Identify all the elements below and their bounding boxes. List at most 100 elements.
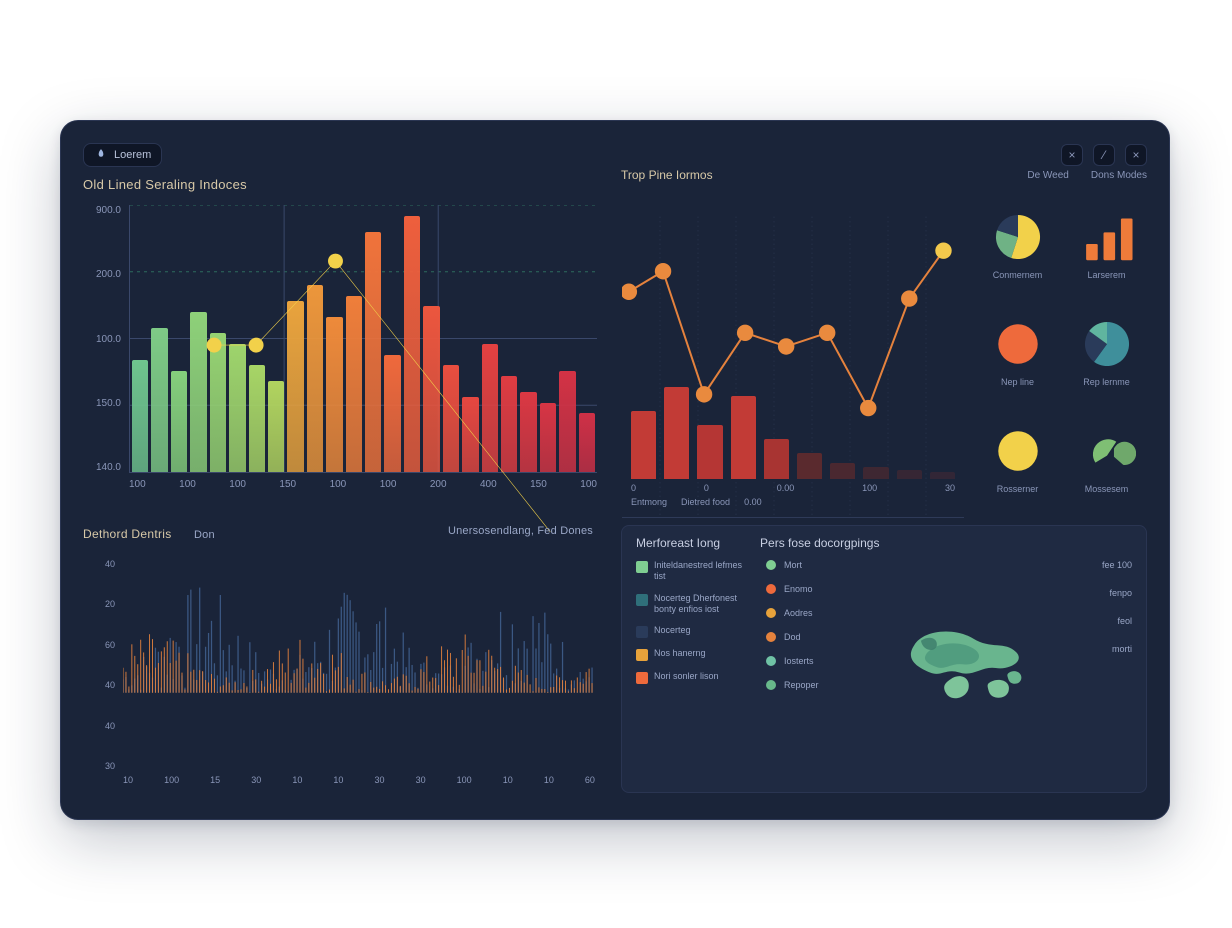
dot-item[interactable]: Repoper bbox=[766, 680, 886, 690]
widget-label: Nep line bbox=[1001, 377, 1034, 387]
brand-icon bbox=[94, 148, 108, 162]
bar bbox=[559, 371, 575, 472]
legend-label: Initeldanestred lefmes tist bbox=[654, 560, 756, 583]
bar bbox=[268, 381, 284, 472]
bar bbox=[482, 344, 498, 472]
dot-icon bbox=[766, 656, 776, 666]
spike-plot bbox=[123, 559, 595, 771]
bar bbox=[462, 397, 478, 472]
mini-bar bbox=[631, 411, 656, 479]
mini-bar bbox=[697, 425, 722, 479]
main-chart-y-axis: 900.0200.0100.0150.0140.0 bbox=[83, 205, 127, 473]
bar bbox=[501, 376, 517, 472]
mini-bar bbox=[863, 467, 888, 479]
bar bbox=[346, 296, 362, 472]
widget-label: Mossesem bbox=[1085, 484, 1129, 494]
dot-label: Repoper bbox=[784, 680, 819, 690]
widget-circle[interactable]: Rosserner bbox=[977, 408, 1058, 507]
bar bbox=[307, 285, 323, 472]
world-map bbox=[896, 560, 1032, 776]
legend-item[interactable]: Nos hanerng bbox=[636, 648, 756, 661]
dot-item[interactable]: Mort bbox=[766, 560, 886, 570]
main-chart-title: Old Lined Seraling Indoces bbox=[83, 177, 603, 192]
legend-item[interactable]: Nori sonler lison bbox=[636, 671, 756, 684]
widget-pie[interactable]: Conmernem bbox=[977, 195, 1058, 294]
widget-label: Rep lernme bbox=[1083, 377, 1130, 387]
bar bbox=[210, 333, 226, 472]
bar bbox=[249, 365, 265, 472]
topbar: Loerem × ⁄ × bbox=[83, 139, 1147, 171]
window-minimize-button[interactable]: × bbox=[1061, 144, 1083, 166]
map-title-left: Merforeast Iong bbox=[636, 536, 720, 550]
dot-label: Iosterts bbox=[784, 656, 814, 666]
legend-swatch bbox=[636, 649, 648, 661]
dot-item[interactable]: Dod bbox=[766, 632, 886, 642]
tag-1[interactable]: De Weed bbox=[1027, 170, 1069, 181]
dot-item[interactable]: Aodres bbox=[766, 608, 886, 618]
brand-label: Loerem bbox=[114, 149, 151, 161]
bar bbox=[326, 317, 342, 472]
dot-item[interactable]: Enomo bbox=[766, 584, 886, 594]
top-right-title: Trop Pine Iormos bbox=[621, 168, 713, 182]
bar bbox=[365, 232, 381, 472]
main-chart-x-axis: 100100100150100100200400150100 bbox=[129, 479, 597, 507]
legend-item[interactable]: Initeldanestred lefmes tist bbox=[636, 560, 756, 583]
legend-label: Nori sonler lison bbox=[654, 671, 719, 682]
mini-bar bbox=[930, 472, 955, 479]
map-dot-legend: Mort Enomo Aodres Dod Iosterts Repoper bbox=[766, 560, 886, 776]
legend-label: Nocerteg Dherfonest bonty enfios iost bbox=[654, 593, 756, 616]
bar bbox=[287, 301, 303, 472]
bar bbox=[229, 344, 245, 472]
mini-bar bbox=[731, 396, 756, 479]
bar bbox=[190, 312, 206, 472]
window-maximize-button[interactable]: ⁄ bbox=[1093, 144, 1115, 166]
widget-label: Conmernem bbox=[993, 270, 1043, 280]
main-chart-panel: Old Lined Seraling Indoces 900.0200.0100… bbox=[83, 177, 603, 507]
mini-bar bbox=[830, 463, 855, 480]
mini-bar bbox=[664, 387, 689, 479]
legend-swatch bbox=[636, 672, 648, 684]
spike-title: Dethord Dentris bbox=[83, 527, 172, 541]
widget-shapes[interactable]: Mossesem bbox=[1066, 408, 1147, 507]
legend-swatch bbox=[636, 561, 648, 573]
dot-item[interactable]: Iosterts bbox=[766, 656, 886, 666]
widget-pie[interactable]: Rep lernme bbox=[1066, 302, 1147, 401]
dot-icon bbox=[766, 608, 776, 618]
widget-circle[interactable]: Nep line bbox=[977, 302, 1058, 401]
spike-y-axis: 402060404030 bbox=[83, 559, 119, 771]
dot-label: Dod bbox=[784, 632, 801, 642]
bar bbox=[540, 403, 556, 472]
widget-label: Larserem bbox=[1087, 270, 1125, 280]
mini-bar bbox=[897, 470, 922, 479]
dot-label: Enomo bbox=[784, 584, 813, 594]
widget-bars[interactable]: Larserem bbox=[1066, 195, 1147, 294]
map-values: fee 100fenpofeolmorti bbox=[1042, 560, 1132, 776]
top-right-panel: Trop Pine Iormos De Weed Dons Modes Conm… bbox=[621, 177, 1147, 507]
brand-badge[interactable]: Loerem bbox=[83, 143, 162, 167]
dot-icon bbox=[766, 680, 776, 690]
line-chart bbox=[621, 195, 965, 367]
tag-2[interactable]: Dons Modes bbox=[1091, 170, 1147, 181]
mini-bar-chart: EntmongDietred food0.00000.0010030 bbox=[621, 379, 965, 507]
bar bbox=[171, 371, 187, 472]
bar bbox=[151, 328, 167, 472]
window-close-button[interactable]: × bbox=[1125, 144, 1147, 166]
spike-title-right: Unersosendlang, Fed Dones bbox=[448, 525, 593, 543]
legend-item[interactable]: Nocerteg bbox=[636, 625, 756, 638]
spike-chart-panel: Dethord Dentris Don Unersosendlang, Fed … bbox=[83, 525, 603, 793]
legend-item[interactable]: Nocerteg Dherfonest bonty enfios iost bbox=[636, 593, 756, 616]
map-title-right: Pers fose docorgpings bbox=[760, 536, 879, 550]
legend-label: Nos hanerng bbox=[654, 648, 706, 659]
widget-grid: Conmernem Larserem Nep line Rep lernme Rosse… bbox=[977, 195, 1147, 507]
spike-x-axis: 10100153010103030100101060 bbox=[123, 775, 595, 793]
bar bbox=[423, 306, 439, 472]
dot-icon bbox=[766, 584, 776, 594]
mini-bar bbox=[797, 453, 822, 479]
top-right-tags: De Weed Dons Modes bbox=[1027, 170, 1147, 181]
legend-swatch bbox=[636, 626, 648, 638]
legend-swatch bbox=[636, 594, 648, 606]
map-panel: Merforeast Iong Pers fose docorgpings In… bbox=[621, 525, 1147, 793]
bar bbox=[384, 355, 400, 472]
dot-label: Mort bbox=[784, 560, 802, 570]
legend-label: Nocerteg bbox=[654, 625, 691, 636]
